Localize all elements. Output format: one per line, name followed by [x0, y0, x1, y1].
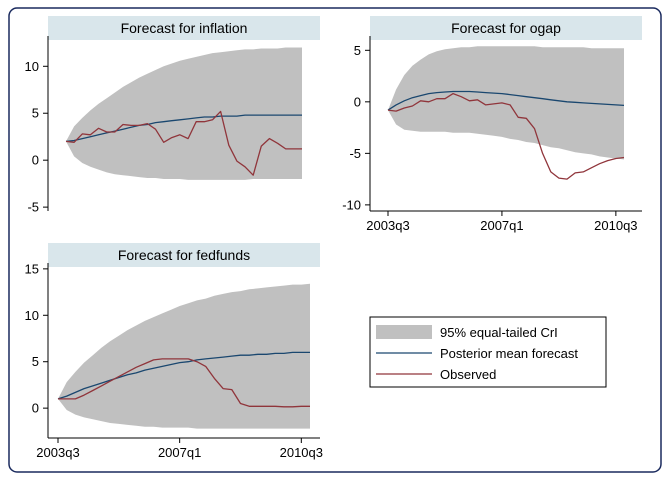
legend-label-band: 95% equal-tailed CrI [440, 325, 558, 340]
series-line-posterior-mean [65, 114, 302, 143]
x-tick-label: 2007q1 [158, 445, 201, 460]
y-tick-label: 15 [25, 261, 39, 276]
y-tick-label: 0 [354, 94, 361, 109]
series-line-observed [65, 110, 302, 176]
y-tick-label: -10 [342, 197, 361, 212]
legend-swatch-band [376, 325, 432, 339]
y-tick-label: 10 [25, 59, 39, 74]
y-tick-label: 0 [32, 401, 39, 416]
panel-title-strip [370, 16, 642, 40]
series-line-posterior-mean [57, 351, 310, 400]
series-band-cri [58, 283, 310, 429]
y-tick-label: -5 [349, 146, 361, 161]
panel-forecast-for-ogap: Forecast for ogap 5 0 -5 -10 2003q3 2007q1 2010… [342, 16, 642, 233]
panel-title-strip [48, 243, 320, 267]
series-band-cri [66, 47, 302, 180]
panel-forecast-for-fedfunds: Forecast for fedfunds 15 10 5 0 2003q3 2007q1 2… [25, 243, 323, 460]
legend-label-observed: Observed [440, 367, 496, 382]
y-tick-label: 10 [25, 308, 39, 323]
series-line-posterior-mean [387, 90, 625, 111]
series-band-cri [388, 46, 624, 160]
panel-title-strip [48, 16, 320, 40]
panel-title: Forecast for inflation [121, 20, 248, 36]
y-tick-label: 5 [32, 354, 39, 369]
x-tick-label: 2010q3 [594, 218, 637, 233]
x-tick-label: 2003q3 [36, 445, 79, 460]
legend-label-mean: Posterior mean forecast [440, 346, 578, 361]
panel-title: Forecast for ogap [451, 20, 561, 36]
series-line-observed [58, 358, 310, 408]
x-tick-label: 2007q1 [480, 218, 523, 233]
y-tick-label: -5 [27, 200, 39, 215]
legend: 95% equal-tailed CrI Posterior mean fore… [369, 316, 607, 388]
y-tick-label: 5 [354, 43, 361, 58]
x-tick-label: 2010q3 [280, 445, 323, 460]
y-tick-label: 0 [32, 153, 39, 168]
panel-forecast-for-inflation: Forecast for inflation 10 5 0 -5 [25, 16, 320, 215]
x-tick-label: 2003q3 [366, 218, 409, 233]
series-line-observed [387, 92, 625, 180]
panel-title: Forecast for fedfunds [118, 247, 250, 263]
y-tick-label: 5 [32, 106, 39, 121]
